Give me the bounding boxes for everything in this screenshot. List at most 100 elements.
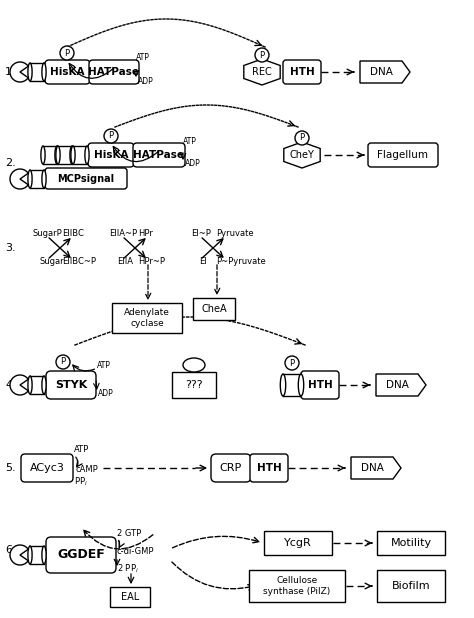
Ellipse shape (28, 376, 32, 394)
Circle shape (255, 48, 269, 62)
Text: HTH: HTH (308, 380, 332, 390)
Text: ATP: ATP (136, 54, 150, 62)
Text: P: P (61, 357, 65, 366)
Polygon shape (244, 59, 280, 85)
Text: EIIA: EIIA (117, 258, 133, 266)
Ellipse shape (28, 546, 32, 564)
Text: P: P (290, 358, 294, 368)
Text: HATPase: HATPase (89, 67, 139, 77)
Wedge shape (10, 62, 28, 82)
Bar (43, 146, 57, 164)
FancyBboxPatch shape (133, 143, 185, 167)
Text: 2 GTP: 2 GTP (117, 528, 141, 538)
FancyBboxPatch shape (45, 60, 90, 84)
Ellipse shape (298, 374, 304, 396)
Text: HTH: HTH (290, 67, 314, 77)
Bar (30, 63, 44, 81)
Polygon shape (376, 374, 426, 396)
Text: ADP: ADP (138, 77, 154, 85)
Bar (110, 587, 150, 607)
Text: ADP: ADP (185, 159, 201, 169)
Ellipse shape (42, 170, 46, 188)
Text: ADP: ADP (98, 389, 114, 399)
Wedge shape (10, 375, 28, 395)
Ellipse shape (183, 358, 205, 372)
Text: HPr~P: HPr~P (138, 258, 165, 266)
Bar (249, 570, 345, 602)
Text: 6.: 6. (5, 545, 16, 555)
Bar (283, 374, 301, 396)
Text: ACyc3: ACyc3 (29, 463, 64, 473)
Bar (172, 372, 216, 398)
FancyBboxPatch shape (45, 168, 127, 189)
Text: SugarP: SugarP (33, 229, 63, 239)
Ellipse shape (71, 146, 75, 164)
Bar (264, 531, 332, 555)
Bar (73, 146, 87, 164)
Text: YcgR: YcgR (284, 538, 312, 548)
Text: DNA: DNA (361, 463, 383, 473)
Text: EAL: EAL (121, 592, 139, 602)
Bar (112, 303, 182, 333)
Text: 2.: 2. (5, 158, 16, 168)
Circle shape (104, 129, 118, 143)
Ellipse shape (85, 146, 89, 164)
Bar (30, 376, 44, 394)
Circle shape (295, 131, 309, 145)
Polygon shape (351, 457, 401, 479)
Circle shape (285, 356, 299, 370)
Text: c-di-GMP: c-di-GMP (117, 546, 155, 556)
FancyBboxPatch shape (301, 371, 339, 399)
Bar (30, 546, 44, 564)
Text: 5.: 5. (5, 463, 16, 473)
Polygon shape (284, 142, 320, 168)
FancyBboxPatch shape (88, 143, 134, 167)
Circle shape (60, 46, 74, 60)
Text: CRP: CRP (220, 463, 242, 473)
Text: Sugar: Sugar (40, 258, 64, 266)
Bar (30, 170, 44, 188)
Text: HisKA: HisKA (50, 67, 85, 77)
Polygon shape (360, 61, 410, 83)
Text: ATP: ATP (97, 360, 111, 370)
FancyBboxPatch shape (46, 537, 116, 573)
Text: DNA: DNA (370, 67, 392, 77)
Bar (377, 531, 445, 555)
Text: ATP: ATP (183, 137, 197, 145)
Text: ???: ??? (185, 380, 203, 390)
FancyBboxPatch shape (211, 454, 251, 482)
Wedge shape (10, 545, 28, 565)
Ellipse shape (28, 63, 32, 81)
Text: 2 PP$_i$: 2 PP$_i$ (117, 563, 139, 575)
Text: GGDEF: GGDEF (57, 549, 105, 562)
Text: EI: EI (199, 258, 207, 266)
Ellipse shape (280, 374, 286, 396)
Bar (377, 570, 445, 602)
FancyBboxPatch shape (283, 60, 321, 84)
Text: P: P (300, 133, 305, 143)
Text: HPr: HPr (138, 229, 153, 239)
Ellipse shape (42, 546, 46, 564)
Ellipse shape (55, 146, 59, 164)
Ellipse shape (28, 170, 32, 188)
Ellipse shape (42, 63, 46, 81)
Wedge shape (10, 169, 28, 189)
Text: P: P (109, 132, 114, 140)
Text: PP$_i$: PP$_i$ (74, 476, 88, 488)
Text: CheA: CheA (201, 304, 227, 314)
Text: Cellulose
synthase (PilZ): Cellulose synthase (PilZ) (264, 577, 331, 596)
Text: Adenylate
cyclase: Adenylate cyclase (124, 308, 170, 328)
Text: cAMP: cAMP (76, 465, 99, 475)
FancyBboxPatch shape (250, 454, 288, 482)
Ellipse shape (41, 146, 45, 164)
Text: Flagellum: Flagellum (377, 150, 428, 160)
FancyBboxPatch shape (21, 454, 73, 482)
Text: HTH: HTH (256, 463, 282, 473)
Text: EI~P: EI~P (191, 229, 211, 239)
Bar (193, 298, 235, 320)
Text: HisKA: HisKA (94, 150, 128, 160)
Text: 4.: 4. (5, 380, 16, 390)
Text: P: P (259, 51, 264, 59)
Text: EIIA~P: EIIA~P (109, 229, 137, 239)
Circle shape (56, 355, 70, 369)
